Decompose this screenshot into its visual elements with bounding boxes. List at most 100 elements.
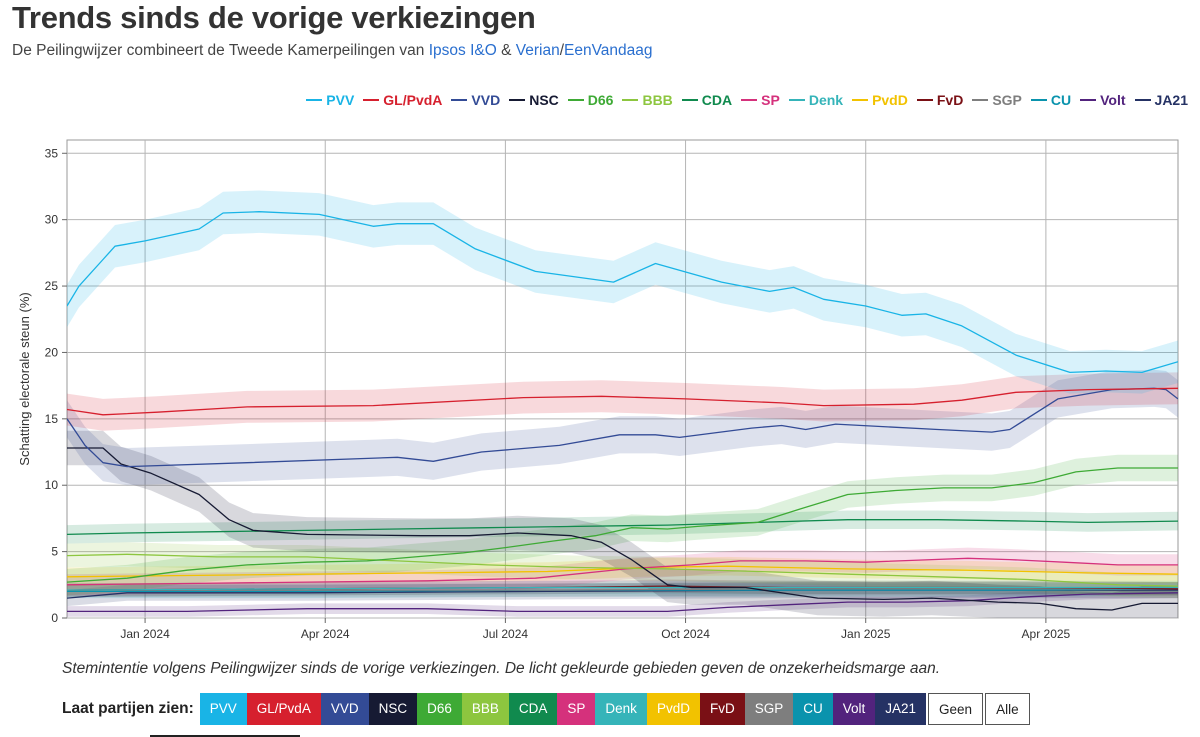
legend-label: SGP bbox=[992, 92, 1022, 108]
legend-swatch bbox=[916, 99, 933, 101]
legend-item-nsc: NSC bbox=[509, 92, 559, 108]
series-line-cu bbox=[67, 588, 1178, 593]
legend-item-cu: CU bbox=[1030, 92, 1072, 108]
legend-swatch bbox=[1134, 99, 1151, 101]
series-lines bbox=[67, 211, 1178, 613]
filter-label: Laat partijen zien: bbox=[62, 700, 194, 717]
legend-item-sp: SP bbox=[741, 92, 780, 108]
legend-label: CU bbox=[1050, 92, 1072, 108]
filter-button-ja21[interactable]: JA21 bbox=[875, 693, 927, 725]
band-sp bbox=[67, 547, 1178, 596]
filter-button-bbb[interactable]: BBB bbox=[461, 693, 509, 725]
y-tick-label: 30 bbox=[45, 213, 59, 227]
filter-button-sgp[interactable]: SGP bbox=[744, 693, 794, 725]
filter-button-vvd[interactable]: VVD bbox=[320, 693, 369, 725]
legend-swatch bbox=[622, 99, 639, 101]
series-line-d66 bbox=[67, 467, 1178, 583]
legend-label: D66 bbox=[587, 92, 614, 108]
filter-button-pvv[interactable]: PVV bbox=[199, 693, 247, 725]
x-tick-label: Jul 2024 bbox=[483, 627, 529, 641]
series-line-bbb bbox=[67, 553, 1178, 587]
filter-button-cu[interactable]: CU bbox=[793, 693, 833, 725]
party-filter-bar: Laat partijen zien: PVV GL/PvdA VVD NSC D66 B… bbox=[62, 693, 1030, 725]
legend-swatch bbox=[1080, 99, 1097, 101]
legend-item-vvd: VVD bbox=[451, 92, 500, 108]
legend-item-fvd: FvD bbox=[916, 92, 964, 108]
band-volt bbox=[67, 587, 1178, 617]
x-tick-label: Oct 2024 bbox=[661, 627, 710, 641]
y-tick-label: 35 bbox=[45, 146, 59, 160]
source-link-eenvandaag[interactable]: EenVandaag bbox=[564, 42, 653, 59]
legend-item-sgp: SGP bbox=[972, 92, 1022, 108]
legend-label: VVD bbox=[471, 92, 501, 108]
filter-button-d66[interactable]: D66 bbox=[417, 693, 462, 725]
series-line-denk bbox=[67, 586, 1178, 591]
filter-button-alle[interactable]: Alle bbox=[985, 693, 1030, 725]
y-tick-label: 25 bbox=[45, 279, 59, 293]
legend-label: Denk bbox=[808, 92, 844, 108]
legend-label: JA21 bbox=[1154, 92, 1188, 108]
chart-caption: Stemintentie volgens Peilingwijzer sinds… bbox=[62, 660, 940, 677]
band-pvdd bbox=[67, 556, 1178, 587]
x-tick-label: Apr 2024 bbox=[301, 627, 350, 641]
legend-label: Volt bbox=[1100, 92, 1126, 108]
legend-label: SP bbox=[761, 92, 780, 108]
subtitle: De Peilingwijzer combineert de Tweede Ka… bbox=[12, 42, 653, 60]
series-line-cda bbox=[67, 519, 1178, 536]
source-link-ipsos[interactable]: Ipsos I&O bbox=[428, 42, 497, 59]
y-tick-label: 15 bbox=[45, 412, 59, 426]
filter-button-cda[interactable]: CDA bbox=[508, 693, 558, 725]
legend-swatch bbox=[363, 99, 380, 101]
filter-button-gl-pvda[interactable]: GL/PvdA bbox=[246, 693, 321, 725]
band-gl-pvda bbox=[67, 372, 1178, 431]
legend-item-pvdd: PvdD bbox=[852, 92, 908, 108]
filter-button-volt[interactable]: Volt bbox=[832, 693, 876, 725]
series-line-gl-pvda bbox=[67, 387, 1178, 416]
legend-item-cda: CDA bbox=[681, 92, 733, 108]
filter-button-pvdd[interactable]: PvdD bbox=[646, 693, 700, 725]
legend-label: NSC bbox=[529, 92, 559, 108]
legend-label: PVV bbox=[326, 92, 355, 108]
y-tick-label: 0 bbox=[51, 611, 58, 625]
filter-button-fvd[interactable]: FvD bbox=[699, 693, 745, 725]
legend-swatch bbox=[681, 99, 698, 101]
series-line-sgp bbox=[67, 588, 1178, 591]
legend-item-ja21: JA21 bbox=[1134, 92, 1188, 108]
legend-label: GL/PvdA bbox=[383, 92, 443, 108]
series-line-vvd bbox=[67, 387, 1178, 468]
legend-item-volt: Volt bbox=[1080, 92, 1126, 108]
subtitle-text: De Peilingwijzer combineert de Tweede Ka… bbox=[12, 42, 425, 59]
legend-label: CDA bbox=[701, 92, 733, 108]
filter-button-sp[interactable]: SP bbox=[557, 693, 596, 725]
chart-legend: PVV GL/PvdA VVD NSC D66 BBB CDA SP Denk PvdD FvD SG… bbox=[306, 92, 1188, 108]
legend-swatch bbox=[788, 99, 805, 101]
x-tick-label: Jan 2024 bbox=[120, 627, 170, 641]
filter-button-geen[interactable]: Geen bbox=[928, 693, 984, 725]
y-tick-label: 10 bbox=[45, 478, 59, 492]
source-link-verian[interactable]: Verian bbox=[515, 42, 560, 59]
y-tick-label: 20 bbox=[45, 345, 59, 359]
divider bbox=[150, 735, 300, 737]
y-tick-label: 5 bbox=[51, 545, 58, 559]
legend-swatch bbox=[852, 99, 869, 101]
band-bbb bbox=[67, 542, 1178, 599]
filter-button-nsc[interactable]: NSC bbox=[368, 693, 418, 725]
legend-item-pvv: PVV bbox=[306, 92, 354, 108]
trend-chart: 0 5 10 15 20 25 30 35 Jan 2024 Apr 2024 Jul 2024 Oc… bbox=[17, 139, 1179, 641]
band-vvd bbox=[67, 369, 1178, 486]
legend-item-gl-pvda: GL/PvdA bbox=[363, 92, 442, 108]
legend-swatch bbox=[451, 99, 468, 101]
y-axis-label: Schatting electorale steun (%) bbox=[17, 292, 32, 465]
series-line-pvv bbox=[67, 211, 1178, 374]
x-tick-label: Apr 2025 bbox=[1022, 627, 1071, 641]
legend-swatch bbox=[567, 99, 584, 101]
legend-label: PvdD bbox=[872, 92, 908, 108]
page-title: Trends sinds de vorige verkiezingen bbox=[12, 0, 536, 35]
legend-swatch bbox=[972, 99, 989, 101]
band-nsc bbox=[67, 430, 1178, 618]
legend-swatch bbox=[306, 99, 323, 101]
legend-swatch bbox=[1030, 99, 1047, 101]
filter-button-denk[interactable]: Denk bbox=[595, 693, 647, 725]
legend-label: FvD bbox=[936, 92, 964, 108]
subtitle-slash: / bbox=[559, 42, 565, 59]
